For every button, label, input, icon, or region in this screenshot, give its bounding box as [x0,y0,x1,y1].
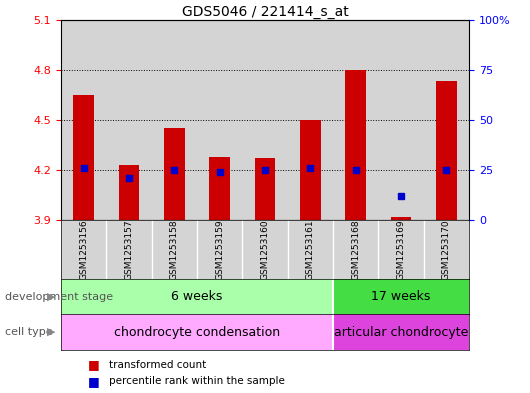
Bar [333,20,378,220]
Text: percentile rank within the sample: percentile rank within the sample [109,376,285,386]
Bar [423,20,469,220]
Bar [152,20,197,220]
Text: ▶: ▶ [47,292,56,302]
Bar [197,20,242,220]
Bar [209,156,230,220]
Bar [61,314,333,350]
Bar [242,20,288,220]
Bar [164,128,184,220]
Bar [61,279,333,314]
Bar [391,217,411,220]
Text: chondrocyte condensation: chondrocyte condensation [114,325,280,339]
Text: articular chondrocyte: articular chondrocyte [334,325,468,339]
Bar [61,20,107,220]
Text: GSM1253168: GSM1253168 [351,219,360,280]
Title: GDS5046 / 221414_s_at: GDS5046 / 221414_s_at [182,5,348,18]
Text: ■: ■ [87,358,99,371]
Text: GSM1253156: GSM1253156 [79,219,88,280]
Bar [436,81,456,220]
Bar [119,165,139,220]
Bar [346,70,366,220]
Text: GSM1253161: GSM1253161 [306,219,315,280]
Text: GSM1253170: GSM1253170 [442,219,451,280]
Bar [333,279,469,314]
Text: cell type: cell type [5,327,53,337]
Text: GSM1253160: GSM1253160 [261,219,269,280]
Bar [378,20,423,220]
Text: 6 weeks: 6 weeks [171,290,223,303]
Text: development stage: development stage [5,292,113,302]
Bar [288,20,333,220]
Bar [300,120,321,220]
Bar [74,95,94,220]
Text: GSM1253169: GSM1253169 [396,219,405,280]
Bar [333,314,469,350]
Text: ▶: ▶ [47,327,56,337]
Text: ■: ■ [87,375,99,388]
Text: GSM1253158: GSM1253158 [170,219,179,280]
Text: 17 weeks: 17 weeks [372,290,431,303]
Bar [107,20,152,220]
Text: GSM1253157: GSM1253157 [125,219,134,280]
Text: GSM1253159: GSM1253159 [215,219,224,280]
Text: transformed count: transformed count [109,360,206,370]
Bar [255,158,275,220]
